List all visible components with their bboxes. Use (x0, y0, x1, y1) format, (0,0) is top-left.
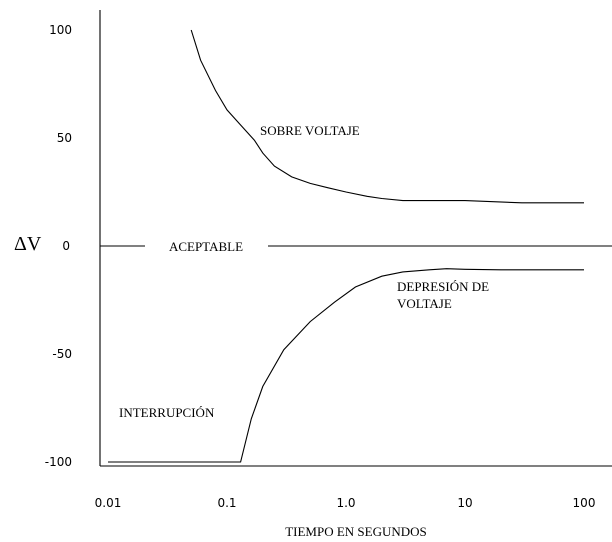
annotation-overvoltage: SOBRE VOLTAJE (260, 123, 360, 138)
tick-labels: 0.01 0.1 1.0 10 100 100 50 0 -50 -100 (45, 23, 596, 510)
y-tick-label: 50 (57, 131, 72, 145)
x-tick-label: 0.1 (217, 496, 236, 510)
overvoltage-curve (190, 29, 584, 204)
y-tick-label: 100 (49, 23, 72, 37)
y-tick-label: -50 (52, 347, 72, 361)
annotations: SOBRE VOLTAJE ACEPTABLE DEPRESIÓN DE VOLTAJ… (119, 123, 489, 420)
x-tick-label: 100 (573, 496, 596, 510)
annotation-sag2: VOLTAJE (397, 296, 452, 311)
x-tick-label: 0.01 (95, 496, 122, 510)
y-axis-label: ΔV (14, 233, 42, 255)
annotation-acceptable: ACEPTABLE (169, 239, 243, 254)
annotation-interruption: INTERRUPCIÓN (119, 405, 215, 420)
x-tick-label: 10 (457, 496, 472, 510)
x-tick-label: 1.0 (336, 496, 355, 510)
sag-curve (108, 268, 584, 463)
x-axis-label: TIEMPO EN SEGUNDOS (285, 524, 427, 539)
chart-axes (99, 10, 612, 467)
y-tick-label: -100 (45, 455, 72, 469)
y-tick-label: 0 (62, 239, 70, 253)
annotation-sag1: DEPRESIÓN DE (397, 279, 489, 294)
curves (100, 29, 612, 463)
